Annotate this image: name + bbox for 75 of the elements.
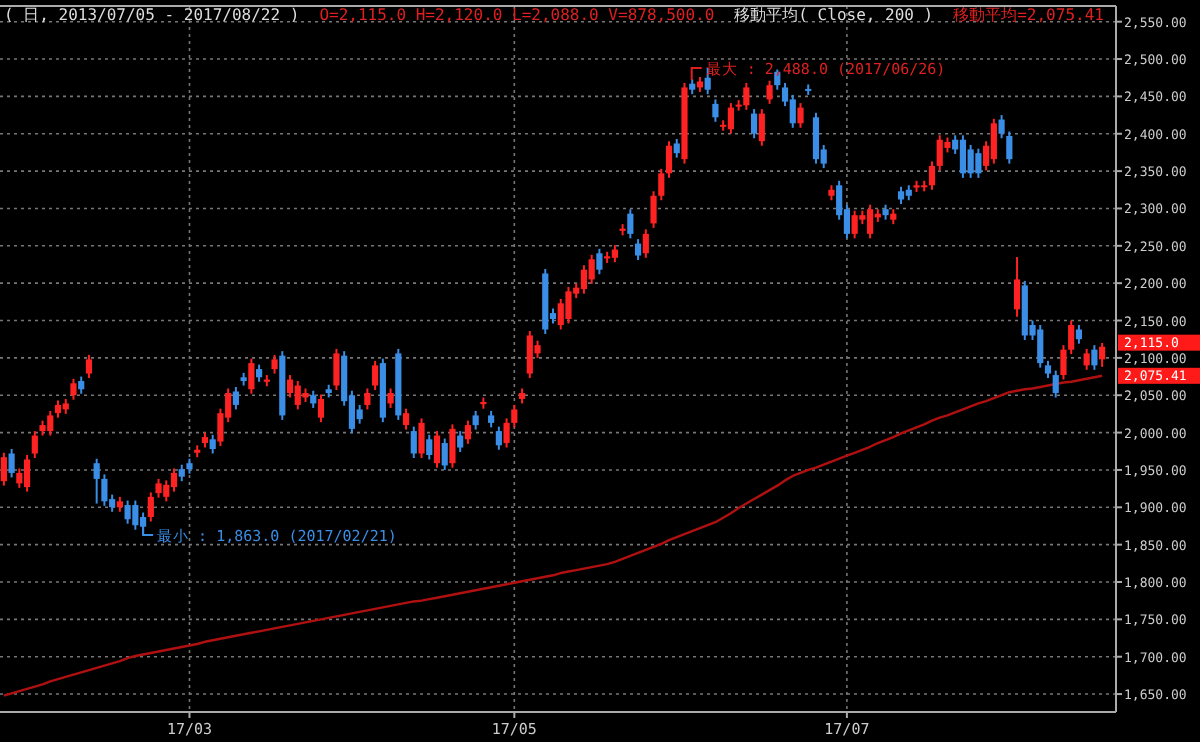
candlestick — [812, 111, 820, 165]
candlestick — [495, 425, 502, 451]
candlestick — [163, 479, 170, 503]
candlestick — [170, 467, 178, 493]
candlestick — [418, 417, 425, 459]
candlestick — [457, 430, 464, 454]
candlestick — [31, 430, 38, 459]
candlestick — [526, 329, 533, 380]
candlestick — [333, 347, 340, 391]
candlestick — [1099, 341, 1106, 368]
candlestick — [634, 238, 642, 262]
candlestick — [928, 160, 936, 191]
candlestick — [0, 451, 7, 487]
line-series — [2, 374, 1104, 697]
candlestick — [286, 374, 294, 399]
candlestick — [975, 147, 982, 179]
candlestick — [70, 377, 77, 401]
candlestick — [665, 140, 673, 179]
candlestick — [8, 448, 15, 479]
candlestick — [580, 264, 588, 295]
candlestick — [271, 353, 278, 375]
annotation: 移動平均=2,075.41 — [953, 6, 1105, 24]
candlestick — [132, 499, 139, 531]
candlestick — [1013, 256, 1021, 318]
candlestick — [1083, 347, 1090, 371]
candlestick — [387, 387, 394, 409]
candlestick — [751, 108, 758, 140]
candlestick — [356, 403, 363, 425]
candlestick — [372, 359, 379, 391]
candlestick — [402, 407, 410, 431]
candlestick — [449, 423, 456, 469]
candlestick — [627, 208, 634, 240]
candlestick — [209, 433, 216, 455]
candlestick — [789, 93, 796, 129]
candlestick — [727, 102, 734, 135]
candlestick — [317, 393, 325, 424]
candlestick — [85, 353, 93, 380]
candlestick — [1052, 369, 1059, 399]
candlestick — [743, 81, 750, 111]
candlestick — [433, 430, 441, 469]
candlestick — [294, 380, 301, 411]
annotation: 移動平均( Close, 200 ) — [734, 6, 934, 24]
candlestick — [642, 228, 649, 259]
candlestick — [472, 409, 479, 431]
candlestick — [426, 433, 433, 461]
candlestick — [232, 386, 239, 411]
candlestick — [93, 457, 100, 505]
candlestick — [16, 467, 23, 489]
candlestick — [47, 409, 54, 437]
candlestick — [124, 499, 131, 525]
candlestick — [364, 387, 371, 411]
candlestick — [936, 134, 943, 172]
candlestick — [441, 437, 448, 471]
candlestick — [1091, 344, 1098, 371]
candlestick — [1037, 324, 1044, 369]
candlestick — [588, 253, 595, 285]
candlestick — [410, 425, 417, 459]
candlestick — [851, 209, 858, 240]
candlestick — [967, 143, 974, 179]
candlestick — [990, 117, 997, 165]
candlestick — [464, 419, 472, 445]
candlestick — [23, 454, 31, 493]
candlestick — [1075, 324, 1083, 345]
candlestick — [248, 357, 255, 395]
candlestick — [596, 247, 603, 276]
candlestick — [867, 203, 874, 240]
candlestick — [758, 108, 765, 147]
chart-title: ( 日, 2013/07/05 - 2017/08/22 ) — [4, 6, 300, 24]
candlestick — [712, 98, 719, 123]
candlestick — [673, 137, 680, 159]
candlestick — [797, 102, 804, 129]
annotation: O=2,115.0 H=2,120.0 L=2,088.0 V=878,500.0 — [319, 6, 715, 24]
candlestick — [766, 79, 773, 105]
candlestick — [565, 285, 572, 325]
candlestick — [959, 134, 967, 179]
